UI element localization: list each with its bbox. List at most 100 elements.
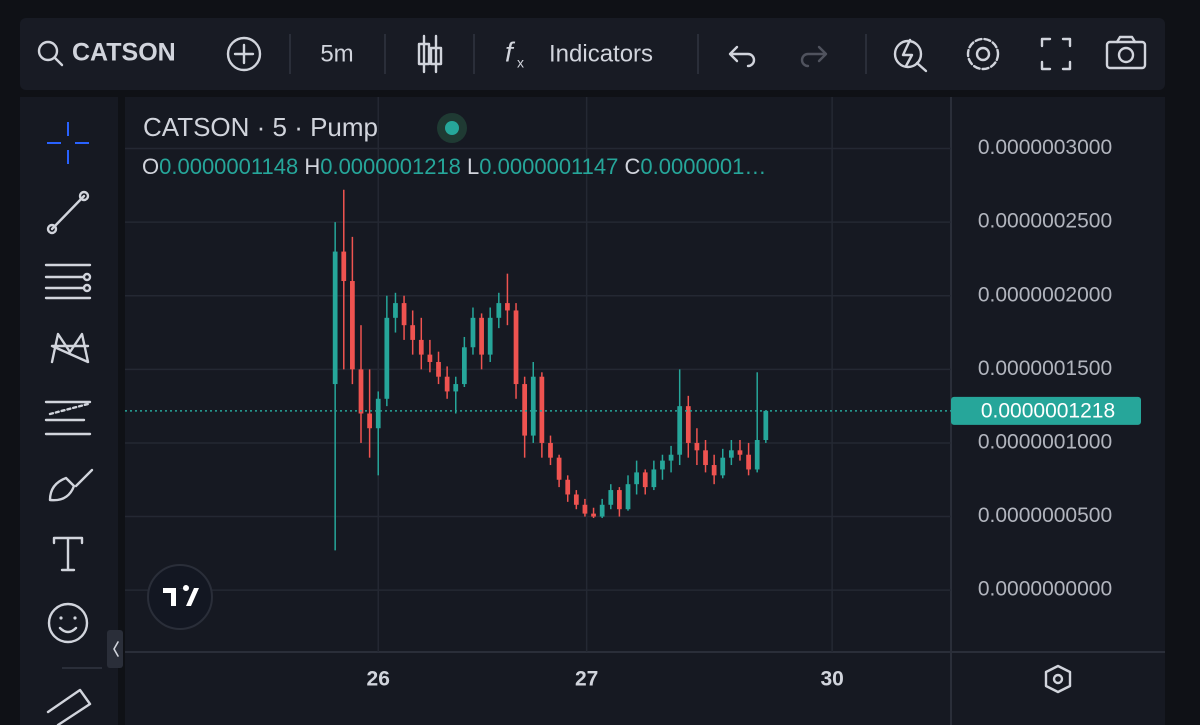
icon: [893, 39, 923, 69]
candle-body: [634, 472, 639, 485]
candle-body: [728, 450, 734, 458]
ruler-tool[interactable]: [46, 688, 92, 725]
add-symbol-button[interactable]: [226, 36, 262, 72]
ohlc-legend: O0.0000001148 H0.0000001218 L0.000000114…: [142, 154, 766, 179]
pattern-tool[interactable]: [50, 332, 90, 364]
top-toolbar: [20, 18, 1165, 90]
candle-body: [746, 454, 751, 470]
collapse-toolbar-button[interactable]: [107, 630, 123, 668]
symbol: CATSON: [72, 39, 176, 67]
candle-body: [737, 450, 743, 455]
left-toolbar: [20, 97, 118, 725]
icon: [422, 34, 438, 74]
candle-body: [642, 472, 648, 488]
candle-body: [668, 454, 674, 461]
brush-tool[interactable]: [48, 468, 94, 502]
candle-body: [685, 406, 691, 443]
legend-key: O: [142, 154, 159, 179]
candle-body: [513, 310, 519, 385]
search-button[interactable]: CATSON: [37, 39, 176, 67]
legend-value: 0.0000001147: [479, 154, 618, 179]
fullscreen-button[interactable]: [1040, 37, 1072, 71]
settings-button[interactable]: [966, 37, 1000, 71]
y-tick-label: 0.0000003000: [978, 136, 1112, 159]
candle-body: [393, 303, 398, 318]
text-tool[interactable]: [52, 536, 84, 572]
axis-settings-button[interactable]: [1044, 664, 1072, 694]
candle-body: [436, 361, 441, 377]
indicators-label: Indicators: [549, 40, 653, 67]
icon: [429, 46, 443, 66]
indicators-button[interactable]: f x Indicators: [505, 36, 653, 70]
candle-body: [617, 490, 622, 510]
forecast-tool[interactable]: [44, 400, 92, 436]
chart-type-button[interactable]: [417, 34, 443, 74]
legend-value: 0.0000001218: [320, 154, 461, 179]
icon: [966, 37, 1000, 71]
candle-body: [660, 460, 665, 470]
candle-body: [530, 376, 536, 436]
icon: [975, 46, 991, 62]
legend-key: C: [625, 154, 641, 179]
candle-body: [479, 317, 484, 355]
icon: [113, 641, 119, 657]
candle-body: [522, 384, 528, 436]
candle-body: [384, 317, 390, 399]
icon: x: [517, 55, 524, 71]
candle-body: [625, 484, 631, 510]
candle-body: [418, 339, 424, 355]
icon: [915, 61, 928, 73]
candle-body: [367, 413, 372, 429]
x-tick-label: 27: [575, 668, 598, 691]
candle-body: [539, 376, 545, 443]
legend-value: 0.0000001148: [159, 154, 298, 179]
candle-body: [496, 303, 502, 318]
candle-body: [573, 494, 579, 505]
icon: [1115, 35, 1137, 44]
undo-button[interactable]: [728, 45, 756, 68]
redo-button[interactable]: [800, 45, 828, 68]
candle-body: [720, 457, 726, 476]
last-price-badge: [951, 396, 1141, 425]
candle-body: [470, 317, 476, 348]
candle-body: [694, 442, 700, 451]
candle-body: [599, 504, 605, 517]
legend-key: L: [467, 154, 479, 179]
candle-body: [453, 384, 459, 392]
icon: [1105, 40, 1147, 70]
candle-body: [444, 376, 450, 392]
trend-line-tool[interactable]: [46, 190, 90, 235]
y-tick-label: 0.0000001000: [978, 431, 1112, 454]
candle-body: [711, 465, 717, 476]
icon: [1052, 673, 1064, 685]
candle-body: [487, 317, 493, 355]
search-icon: [37, 40, 59, 62]
emoji-tool[interactable]: [47, 602, 89, 644]
candle-body: [461, 347, 467, 385]
alert-button[interactable]: [893, 38, 928, 73]
search-icon: [53, 56, 64, 67]
interval-button[interactable]: 5m: [320, 40, 353, 67]
fib-tool[interactable]: [44, 263, 92, 300]
candle-body: [401, 303, 407, 326]
candle-body: [350, 281, 355, 370]
candle-body: [556, 457, 562, 480]
y-tick-label: 0.0000002500: [978, 210, 1112, 233]
crosshair-tool[interactable]: [47, 122, 89, 164]
icon: [226, 36, 262, 72]
candle-body: [608, 490, 614, 505]
candle-body: [427, 354, 433, 362]
candle-body: [763, 410, 769, 441]
last-price-label: 0.0000001218: [981, 399, 1115, 422]
candle-body: [591, 513, 596, 517]
y-tick-label: 0.0000000000: [978, 578, 1112, 601]
candle-body: [548, 442, 553, 458]
x-tick-label: 26: [367, 668, 390, 691]
screenshot-button[interactable]: [1105, 35, 1147, 70]
icon: [1117, 46, 1135, 64]
candle-body: [651, 469, 657, 488]
icon: [233, 43, 255, 65]
candle-body: [703, 450, 708, 466]
candle-body: [582, 504, 588, 514]
